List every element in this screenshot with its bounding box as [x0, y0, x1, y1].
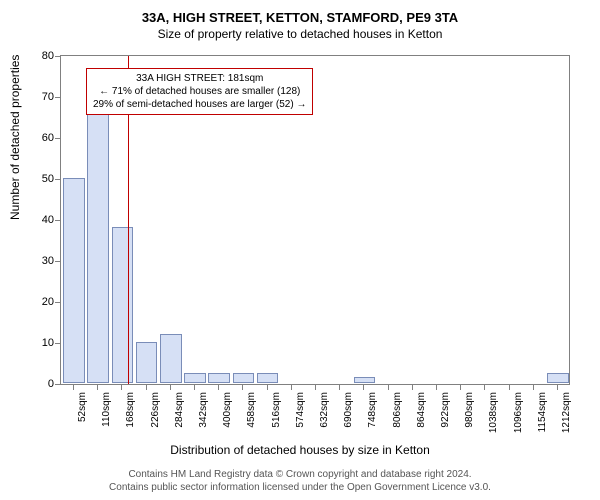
- x-tick-label: 574sqm: [295, 392, 306, 440]
- x-tick-mark: [339, 385, 340, 390]
- x-tick-label: 226sqm: [150, 392, 161, 440]
- x-tick-label: 1096sqm: [513, 392, 524, 440]
- x-tick-mark: [484, 385, 485, 390]
- y-tick-mark: [55, 261, 60, 262]
- chart-subtitle: Size of property relative to detached ho…: [0, 25, 600, 41]
- x-tick-label: 748sqm: [367, 392, 378, 440]
- x-tick-label: 1154sqm: [537, 392, 548, 440]
- y-tick-mark: [55, 384, 60, 385]
- annotation-line-2: ← 71% of detached houses are smaller (12…: [93, 85, 306, 98]
- bar: [547, 373, 569, 383]
- x-tick-mark: [291, 385, 292, 390]
- plot-box: 33A HIGH STREET: 181sqm← 71% of detached…: [60, 55, 570, 385]
- x-tick-label: 632sqm: [319, 392, 330, 440]
- bar: [160, 334, 182, 383]
- y-tick-mark: [55, 97, 60, 98]
- y-tick-label: 0: [48, 378, 54, 390]
- x-tick-label: 284sqm: [174, 392, 185, 440]
- bar: [87, 96, 109, 383]
- x-tick-mark: [509, 385, 510, 390]
- x-tick-mark: [363, 385, 364, 390]
- footer-line-1: Contains HM Land Registry data © Crown c…: [0, 468, 600, 481]
- y-axis-label: Number of detached properties: [8, 55, 22, 220]
- x-tick-mark: [73, 385, 74, 390]
- bar: [112, 227, 134, 383]
- y-tick-label: 70: [42, 91, 54, 103]
- x-tick-label: 52sqm: [77, 392, 88, 440]
- x-tick-mark: [315, 385, 316, 390]
- y-tick-mark: [55, 138, 60, 139]
- x-tick-label: 110sqm: [101, 392, 112, 440]
- x-tick-label: 342sqm: [198, 392, 209, 440]
- y-tick-label: 60: [42, 132, 54, 144]
- x-tick-label: 980sqm: [464, 392, 475, 440]
- x-tick-label: 806sqm: [392, 392, 403, 440]
- bar: [208, 373, 230, 383]
- x-tick-mark: [170, 385, 171, 390]
- bar: [233, 373, 255, 383]
- x-tick-label: 516sqm: [271, 392, 282, 440]
- annotation-line-3: 29% of semi-detached houses are larger (…: [93, 98, 306, 111]
- x-tick-mark: [267, 385, 268, 390]
- x-tick-mark: [533, 385, 534, 390]
- x-tick-mark: [557, 385, 558, 390]
- bar: [63, 178, 85, 383]
- x-tick-mark: [146, 385, 147, 390]
- y-tick-mark: [55, 179, 60, 180]
- y-tick-label: 20: [42, 296, 54, 308]
- y-tick-label: 30: [42, 255, 54, 267]
- y-tick-mark: [55, 56, 60, 57]
- x-tick-mark: [242, 385, 243, 390]
- x-tick-label: 1038sqm: [488, 392, 499, 440]
- x-tick-mark: [412, 385, 413, 390]
- x-tick-label: 922sqm: [440, 392, 451, 440]
- footer-line-2: Contains public sector information licen…: [0, 481, 600, 494]
- bar: [354, 377, 376, 383]
- chart-title: 33A, HIGH STREET, KETTON, STAMFORD, PE9 …: [0, 0, 600, 25]
- x-tick-mark: [460, 385, 461, 390]
- x-tick-label: 458sqm: [246, 392, 257, 440]
- y-tick-label: 50: [42, 173, 54, 185]
- bar: [184, 373, 206, 383]
- x-tick-mark: [194, 385, 195, 390]
- x-axis-label: Distribution of detached houses by size …: [0, 443, 600, 457]
- x-tick-mark: [97, 385, 98, 390]
- x-tick-label: 864sqm: [416, 392, 427, 440]
- x-tick-mark: [218, 385, 219, 390]
- y-tick-label: 10: [42, 337, 54, 349]
- bar: [136, 342, 158, 383]
- y-tick-mark: [55, 220, 60, 221]
- annotation-box: 33A HIGH STREET: 181sqm← 71% of detached…: [86, 68, 313, 115]
- bar: [257, 373, 279, 383]
- annotation-line-1: 33A HIGH STREET: 181sqm: [93, 72, 306, 85]
- y-tick-mark: [55, 302, 60, 303]
- y-tick-mark: [55, 343, 60, 344]
- x-tick-mark: [121, 385, 122, 390]
- y-tick-label: 80: [42, 50, 54, 62]
- footer: Contains HM Land Registry data © Crown c…: [0, 468, 600, 494]
- x-tick-label: 690sqm: [343, 392, 354, 440]
- x-tick-label: 168sqm: [125, 392, 136, 440]
- chart-area: 33A HIGH STREET: 181sqm← 71% of detached…: [60, 55, 570, 385]
- x-tick-mark: [388, 385, 389, 390]
- y-tick-label: 40: [42, 214, 54, 226]
- x-tick-label: 400sqm: [222, 392, 233, 440]
- x-tick-label: 1212sqm: [561, 392, 572, 440]
- x-tick-mark: [436, 385, 437, 390]
